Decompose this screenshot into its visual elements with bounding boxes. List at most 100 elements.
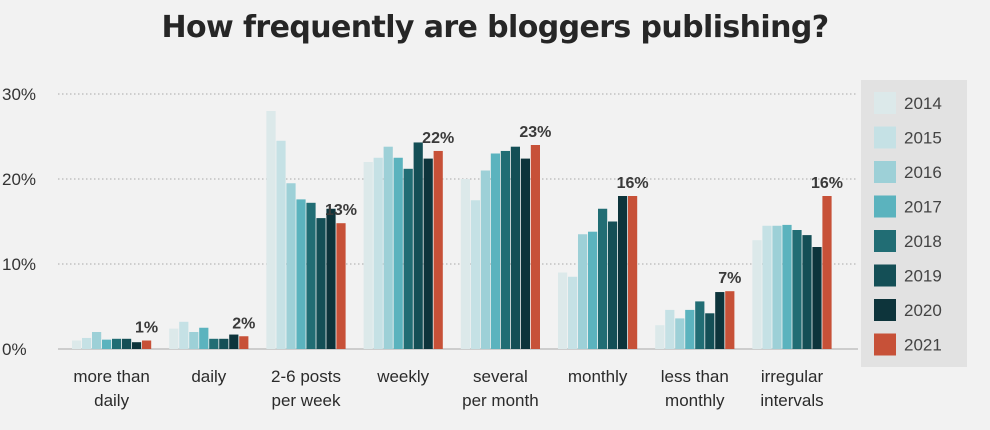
- bar-2018: [598, 208, 608, 349]
- bar-2015: [276, 140, 286, 349]
- bar-2019: [413, 142, 423, 349]
- bar-2017: [490, 153, 500, 349]
- bar-2020: [812, 247, 822, 349]
- category-label-line: irregular: [761, 367, 824, 386]
- category-label: more than daily: [73, 367, 150, 410]
- bar-2015: [179, 321, 189, 349]
- bar-2015: [762, 225, 772, 349]
- legend-swatch-2021: [874, 333, 896, 356]
- bars: [72, 111, 832, 349]
- legend-label: 2020: [904, 301, 942, 320]
- bar-2017: [393, 157, 403, 349]
- legend-swatch-2015: [874, 126, 896, 149]
- legend-label: 2016: [904, 163, 942, 182]
- bar-2019: [705, 313, 715, 349]
- bar-2020: [520, 158, 530, 349]
- bar-2018: [500, 150, 510, 349]
- category-label-line: per week: [272, 391, 341, 410]
- bar-2014: [752, 240, 762, 349]
- bar-2015: [82, 337, 92, 349]
- bar-2018: [792, 230, 802, 349]
- bar-2020: [423, 158, 433, 349]
- bar-2017: [588, 231, 598, 349]
- legend-swatch-2014: [874, 92, 896, 114]
- category-label: 2-6 posts per week: [271, 367, 341, 410]
- legend-swatch-2019: [874, 264, 896, 287]
- legend-swatch-2018: [874, 230, 896, 252]
- bar-2021: [433, 150, 443, 349]
- chart-title: How frequently are bloggers publishing?: [161, 10, 829, 45]
- data-label: 13%: [325, 202, 357, 219]
- bar-2018: [209, 338, 219, 349]
- bar-2021: [628, 196, 638, 349]
- data-label: 1%: [135, 320, 158, 337]
- legend: 2014 2015 2016 2017 2018 2019 2020 2021: [861, 80, 967, 367]
- category-label-line: more than: [73, 367, 150, 386]
- legend-swatch-2016: [874, 161, 896, 183]
- legend-label: 2019: [904, 267, 942, 286]
- category-label: monthly: [568, 367, 628, 386]
- bar-2020: [132, 342, 142, 349]
- data-label: 16%: [811, 175, 843, 192]
- y-tick-label: 10%: [2, 255, 36, 274]
- bar-2021: [142, 340, 152, 349]
- data-label: 16%: [617, 175, 649, 192]
- bar-2014: [558, 272, 568, 349]
- bar-2019: [122, 338, 132, 349]
- bar-2018: [695, 301, 705, 349]
- bar-2019: [316, 218, 326, 349]
- category-label-line: intervals: [760, 391, 823, 410]
- bar-2018: [112, 338, 122, 349]
- bar-2017: [102, 339, 112, 349]
- bar-2021: [530, 145, 540, 349]
- bar-2016: [675, 318, 685, 349]
- bar-2014: [266, 111, 276, 349]
- bar-2016: [383, 146, 393, 349]
- category-label-line: daily: [94, 391, 129, 410]
- bar-2017: [199, 327, 209, 349]
- axis-labels: 0% 10% 20% 30% more than daily daily 2-6 posts p…: [2, 85, 824, 410]
- category-label: daily: [191, 367, 226, 386]
- data-label: 2%: [232, 315, 255, 332]
- category-label-line: 2-6 posts: [271, 367, 341, 386]
- legend-background: [861, 80, 967, 367]
- bar-2017: [296, 199, 306, 349]
- bar-2020: [618, 196, 628, 349]
- data-labels: 1% 2% 13% 22% 23% 16% 7% 16%: [135, 124, 843, 337]
- legend-label: 2015: [904, 129, 942, 148]
- category-label-line: daily: [191, 367, 226, 386]
- category-label: less than monthly: [661, 367, 729, 410]
- category-label: irregular intervals: [760, 367, 823, 410]
- legend-label: 2021: [904, 336, 942, 355]
- legend-swatch-2020: [874, 299, 896, 321]
- bar-2015: [568, 276, 578, 349]
- bar-2016: [189, 332, 199, 349]
- bar-2015: [470, 200, 480, 349]
- bar-2015: [665, 309, 675, 349]
- bar-2021: [336, 223, 346, 349]
- y-tick-label: 30%: [2, 85, 36, 104]
- category-label: weekly: [376, 367, 429, 386]
- y-tick-label: 0%: [2, 340, 27, 359]
- bar-2020: [326, 208, 336, 349]
- bar-2017: [685, 309, 695, 349]
- legend-label: 2018: [904, 232, 942, 251]
- category-label-line: per month: [462, 391, 539, 410]
- category-label-line: monthly: [665, 391, 725, 410]
- legend-label: 2017: [904, 198, 942, 217]
- bar-2021: [725, 291, 735, 349]
- bar-2014: [363, 162, 373, 349]
- bar-2019: [802, 235, 812, 349]
- bar-2019: [608, 221, 618, 349]
- bar-2014: [169, 328, 179, 349]
- bar-2016: [480, 170, 490, 349]
- bar-2019: [219, 338, 229, 349]
- bar-2018: [403, 168, 413, 349]
- category-label-line: several: [473, 367, 528, 386]
- data-label: 22%: [422, 130, 454, 147]
- gridlines: [58, 93, 858, 350]
- bar-2014: [460, 179, 470, 349]
- bar-2020: [229, 334, 239, 349]
- bar-2017: [782, 224, 792, 349]
- bar-2020: [715, 292, 725, 349]
